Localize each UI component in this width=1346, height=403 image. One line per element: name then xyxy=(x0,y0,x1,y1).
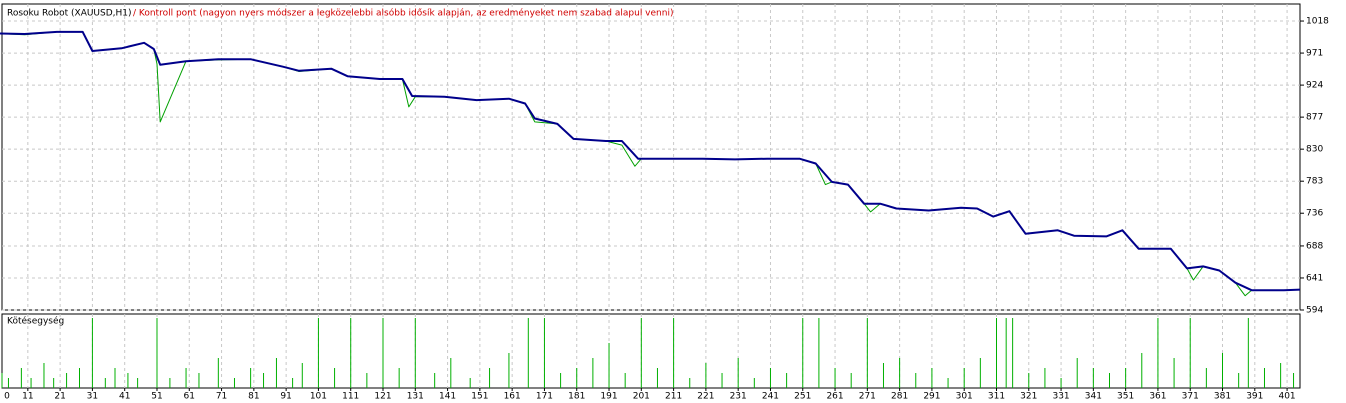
y-tick-label: 688 xyxy=(1306,241,1323,251)
x-tick-label: 251 xyxy=(794,392,811,402)
x-tick-label: 351 xyxy=(1117,392,1134,402)
x-tick-label: 91 xyxy=(280,392,291,402)
x-tick-label: 381 xyxy=(1214,392,1231,402)
x-tick-label: 131 xyxy=(407,392,424,402)
x-tick-label: 281 xyxy=(891,392,908,402)
y-tick-label: 736 xyxy=(1306,209,1323,219)
x-tick-label: 221 xyxy=(697,392,714,402)
chart-title: Rosoku Robot (XAUUSD,H1) xyxy=(7,9,132,19)
x-tick-label: 11 xyxy=(22,392,33,402)
x-tick-label: 261 xyxy=(826,392,843,402)
y-tick-label: 1018 xyxy=(1306,17,1329,27)
x-tick-label: 151 xyxy=(471,392,488,402)
x-tick-label: 21 xyxy=(54,392,65,402)
volume-label: Kötésegység xyxy=(7,316,64,327)
grid xyxy=(2,4,1300,388)
x-tick-label: 101 xyxy=(310,392,327,402)
y-tick-label: 783 xyxy=(1306,177,1323,187)
y-tick-label: 830 xyxy=(1306,145,1323,155)
y-tick-label: 924 xyxy=(1306,81,1323,91)
x-tick-label: 51 xyxy=(151,392,162,402)
x-tick-label: 61 xyxy=(184,392,195,402)
x-tick-label: 181 xyxy=(568,392,585,402)
x-tick-label: 341 xyxy=(1085,392,1102,402)
x-tick-label: 171 xyxy=(536,392,553,402)
y-tick-label: 971 xyxy=(1306,49,1323,59)
y-tick-label: 641 xyxy=(1306,273,1323,283)
x-tick-label: 311 xyxy=(988,392,1005,402)
x-tick-label: 71 xyxy=(216,392,227,402)
x-tick-label: 211 xyxy=(665,392,682,402)
x-tick-label: 401 xyxy=(1278,392,1295,402)
y-tick-label: 877 xyxy=(1306,113,1323,123)
x-tick-label: 241 xyxy=(762,392,779,402)
x-tick-label: 291 xyxy=(923,392,940,402)
x-tick-label: 371 xyxy=(1182,392,1199,402)
x-tick-label: 121 xyxy=(374,392,391,402)
chart-subtitle: / Kontroll pont (nagyon nyers módszer a … xyxy=(133,8,673,19)
plot xyxy=(0,30,1301,388)
x-tick-label: 81 xyxy=(248,392,259,402)
x-tick-label: 301 xyxy=(956,392,973,402)
x-tick-label: 161 xyxy=(504,392,521,402)
volume-pane xyxy=(1,313,1301,389)
x-tick-label: 31 xyxy=(87,392,98,402)
y-tick-label: 594 xyxy=(1306,306,1323,316)
x-tick-label: 0 xyxy=(4,392,10,402)
x-tick-label: 321 xyxy=(1020,392,1037,402)
x-tick-label: 111 xyxy=(342,392,359,402)
x-tick-label: 141 xyxy=(439,392,456,402)
x-tick-label: 331 xyxy=(1052,392,1069,402)
x-tick-label: 41 xyxy=(119,392,130,402)
x-tick-label: 191 xyxy=(600,392,617,402)
x-tick-label: 201 xyxy=(633,392,650,402)
x-tick-label: 231 xyxy=(730,392,747,402)
series-line xyxy=(0,30,1301,292)
main-pane xyxy=(1,3,1301,311)
x-tick-label: 391 xyxy=(1246,392,1263,402)
x-tick-label: 361 xyxy=(1149,392,1166,402)
x-tick-label: 271 xyxy=(859,392,876,402)
